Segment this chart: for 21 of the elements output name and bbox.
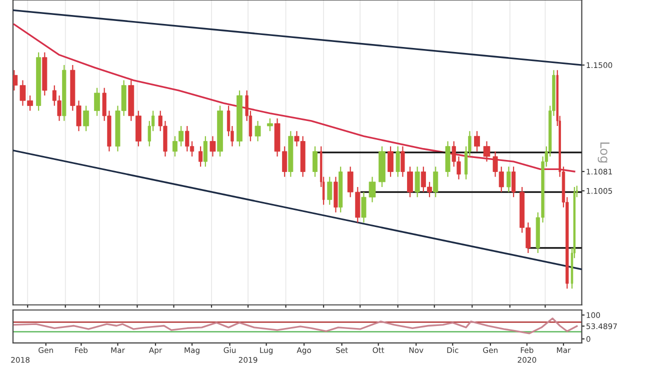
candlestick	[312, 146, 318, 178]
y-axis-title: Log	[598, 142, 610, 162]
candlestick	[203, 136, 208, 168]
candlestick	[94, 87, 100, 116]
candlestick	[388, 146, 394, 178]
candlestick	[433, 166, 438, 198]
candlestick	[407, 166, 413, 198]
candlestick	[474, 130, 480, 152]
candlestick	[506, 166, 511, 193]
candlestick	[414, 166, 420, 198]
candlestick	[198, 146, 203, 168]
candlestick	[400, 146, 405, 178]
candlestick	[210, 136, 216, 158]
candlestick	[83, 105, 90, 132]
candlestick	[267, 118, 273, 132]
candlestick	[254, 120, 261, 142]
line-series	[13, 318, 578, 334]
candlestick	[361, 192, 366, 224]
candlestick	[327, 176, 332, 206]
candlestick	[512, 166, 516, 198]
candlestick	[396, 146, 400, 178]
